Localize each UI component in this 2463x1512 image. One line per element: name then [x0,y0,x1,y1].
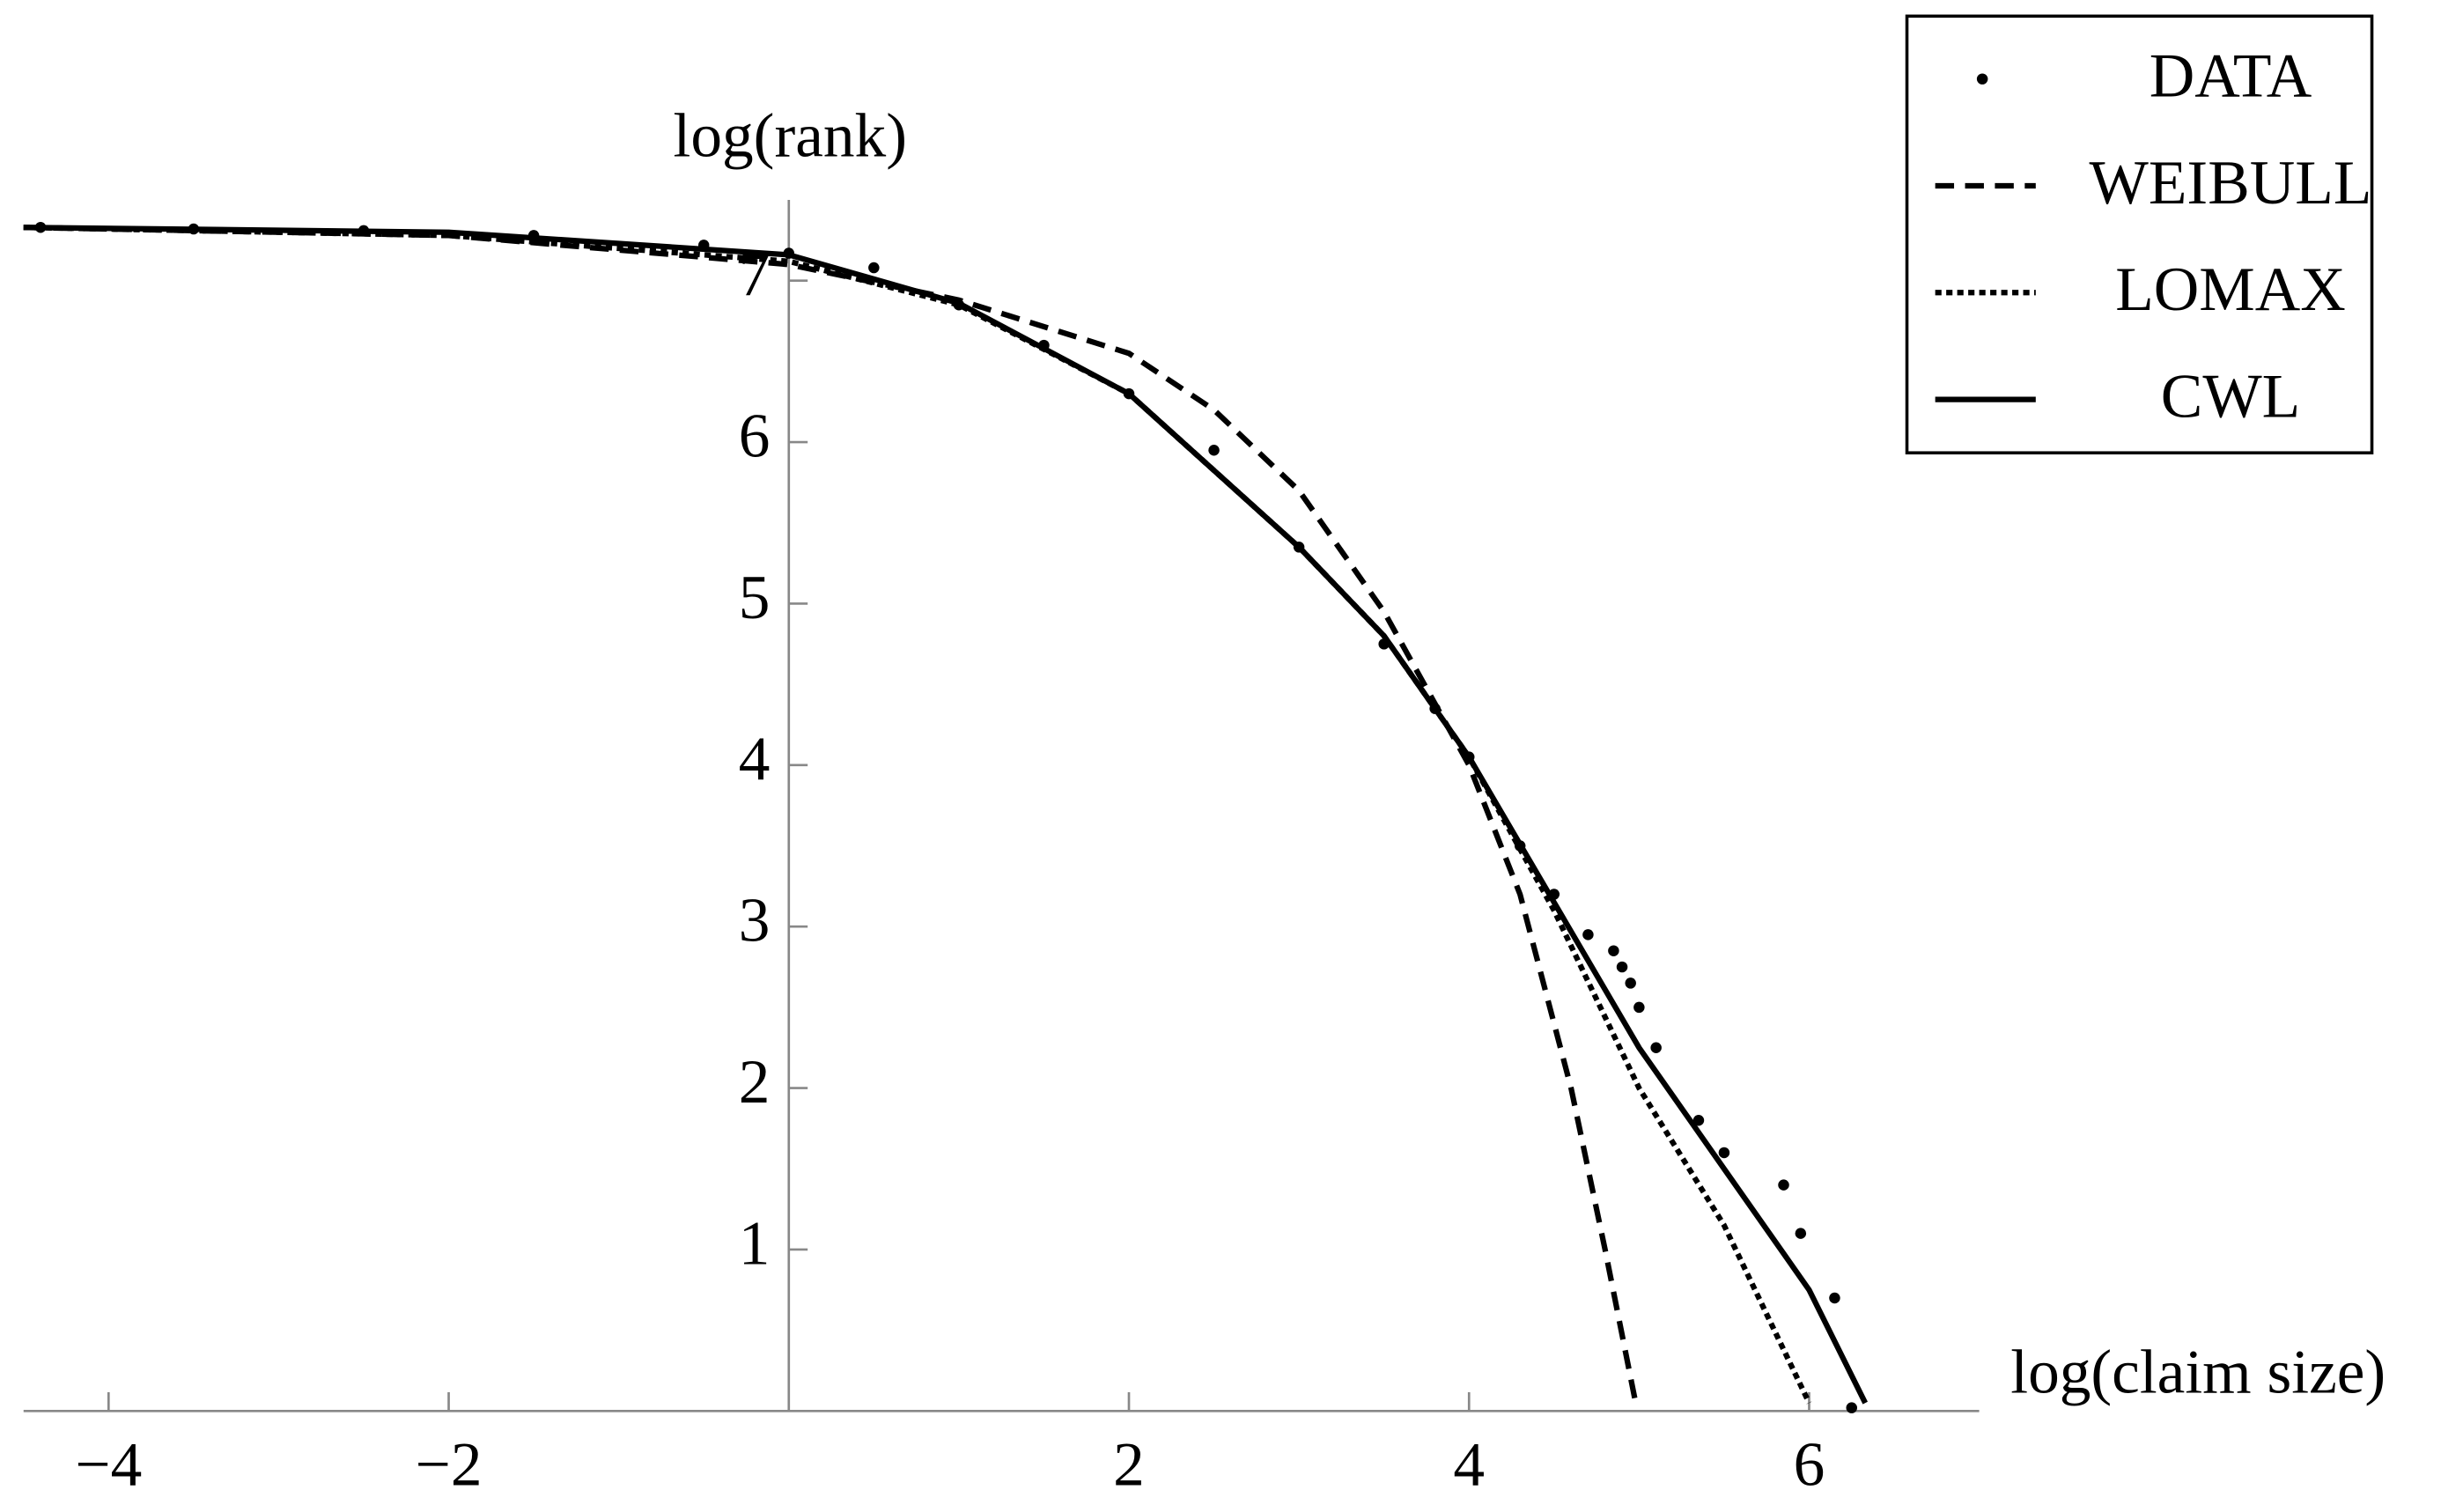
y-tick-label: 4 [739,724,771,793]
data-point [1616,961,1628,973]
legend-label: DATA [2150,41,2312,111]
legend-swatch [1976,73,1988,85]
data-point [1650,1042,1662,1053]
data-point [868,262,880,274]
legend-label: WEIBULL [2090,148,2372,218]
x-axis-label: log(claim size) [2010,1337,2386,1406]
y-tick-label: 6 [739,401,771,470]
data-point [1718,1147,1730,1159]
x-tick-label: −2 [416,1430,483,1500]
x-tick-label: 4 [1453,1430,1485,1500]
fit-line [23,225,1639,1404]
y-tick-label: 3 [739,886,771,955]
legend-box [1905,14,2374,455]
y-tick-label: 2 [739,1047,771,1117]
legend-label: LOMAX [2115,254,2346,324]
x-tick-label: −4 [75,1430,142,1500]
data-point [1795,1228,1807,1239]
fit-line [23,225,1869,1405]
data-point [1692,1115,1705,1126]
y-tick-label: 5 [739,563,771,632]
data-point [1625,977,1636,989]
data-point [1608,945,1619,956]
data-point [1778,1179,1789,1191]
legend-label: CWL [2161,362,2301,431]
x-tick-label: 2 [1113,1430,1145,1500]
y-axis-label: log(rank) [674,100,907,170]
y-tick-label: 1 [739,1208,771,1278]
data-point [1633,1001,1645,1014]
data-point [1829,1292,1840,1304]
x-tick-label: 6 [1794,1430,1825,1500]
data-point [1208,445,1220,456]
data-point [1846,1402,1857,1413]
data-point [1582,929,1594,940]
